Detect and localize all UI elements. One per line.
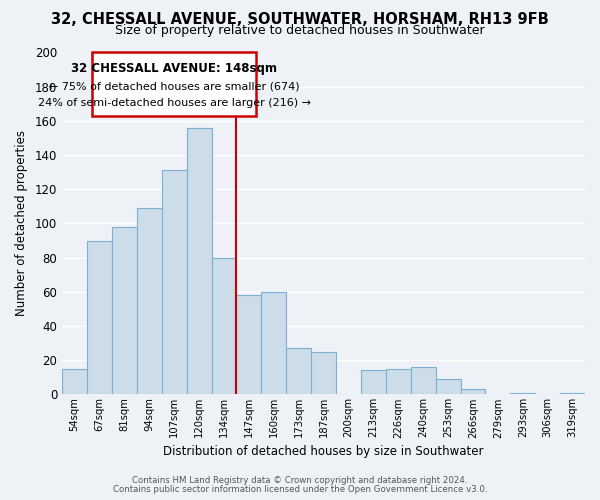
Text: 24% of semi-detached houses are larger (216) →: 24% of semi-detached houses are larger (…	[38, 98, 311, 108]
Bar	[62, 369, 87, 394]
Bar	[361, 370, 386, 394]
Bar	[386, 369, 411, 394]
Bar	[187, 128, 212, 394]
Text: 32, CHESSALL AVENUE, SOUTHWATER, HORSHAM, RH13 9FB: 32, CHESSALL AVENUE, SOUTHWATER, HORSHAM…	[51, 12, 549, 28]
Bar	[411, 367, 436, 394]
Bar	[436, 379, 461, 394]
Bar	[137, 208, 162, 394]
Text: 32 CHESSALL AVENUE: 148sqm: 32 CHESSALL AVENUE: 148sqm	[71, 62, 277, 75]
Bar	[461, 390, 485, 394]
Bar	[511, 392, 535, 394]
Bar	[311, 352, 336, 395]
Text: Contains public sector information licensed under the Open Government Licence v3: Contains public sector information licen…	[113, 485, 487, 494]
Text: ← 75% of detached houses are smaller (674): ← 75% of detached houses are smaller (67…	[49, 81, 299, 91]
Bar	[236, 296, 262, 394]
Bar	[87, 240, 112, 394]
Y-axis label: Number of detached properties: Number of detached properties	[15, 130, 28, 316]
Bar	[112, 227, 137, 394]
Bar	[262, 292, 286, 394]
Bar	[560, 392, 585, 394]
X-axis label: Distribution of detached houses by size in Southwater: Distribution of detached houses by size …	[163, 444, 484, 458]
Text: Contains HM Land Registry data © Crown copyright and database right 2024.: Contains HM Land Registry data © Crown c…	[132, 476, 468, 485]
Bar	[212, 258, 236, 394]
Text: Size of property relative to detached houses in Southwater: Size of property relative to detached ho…	[115, 24, 485, 37]
Bar	[162, 170, 187, 394]
Bar	[286, 348, 311, 395]
Bar	[92, 52, 256, 116]
